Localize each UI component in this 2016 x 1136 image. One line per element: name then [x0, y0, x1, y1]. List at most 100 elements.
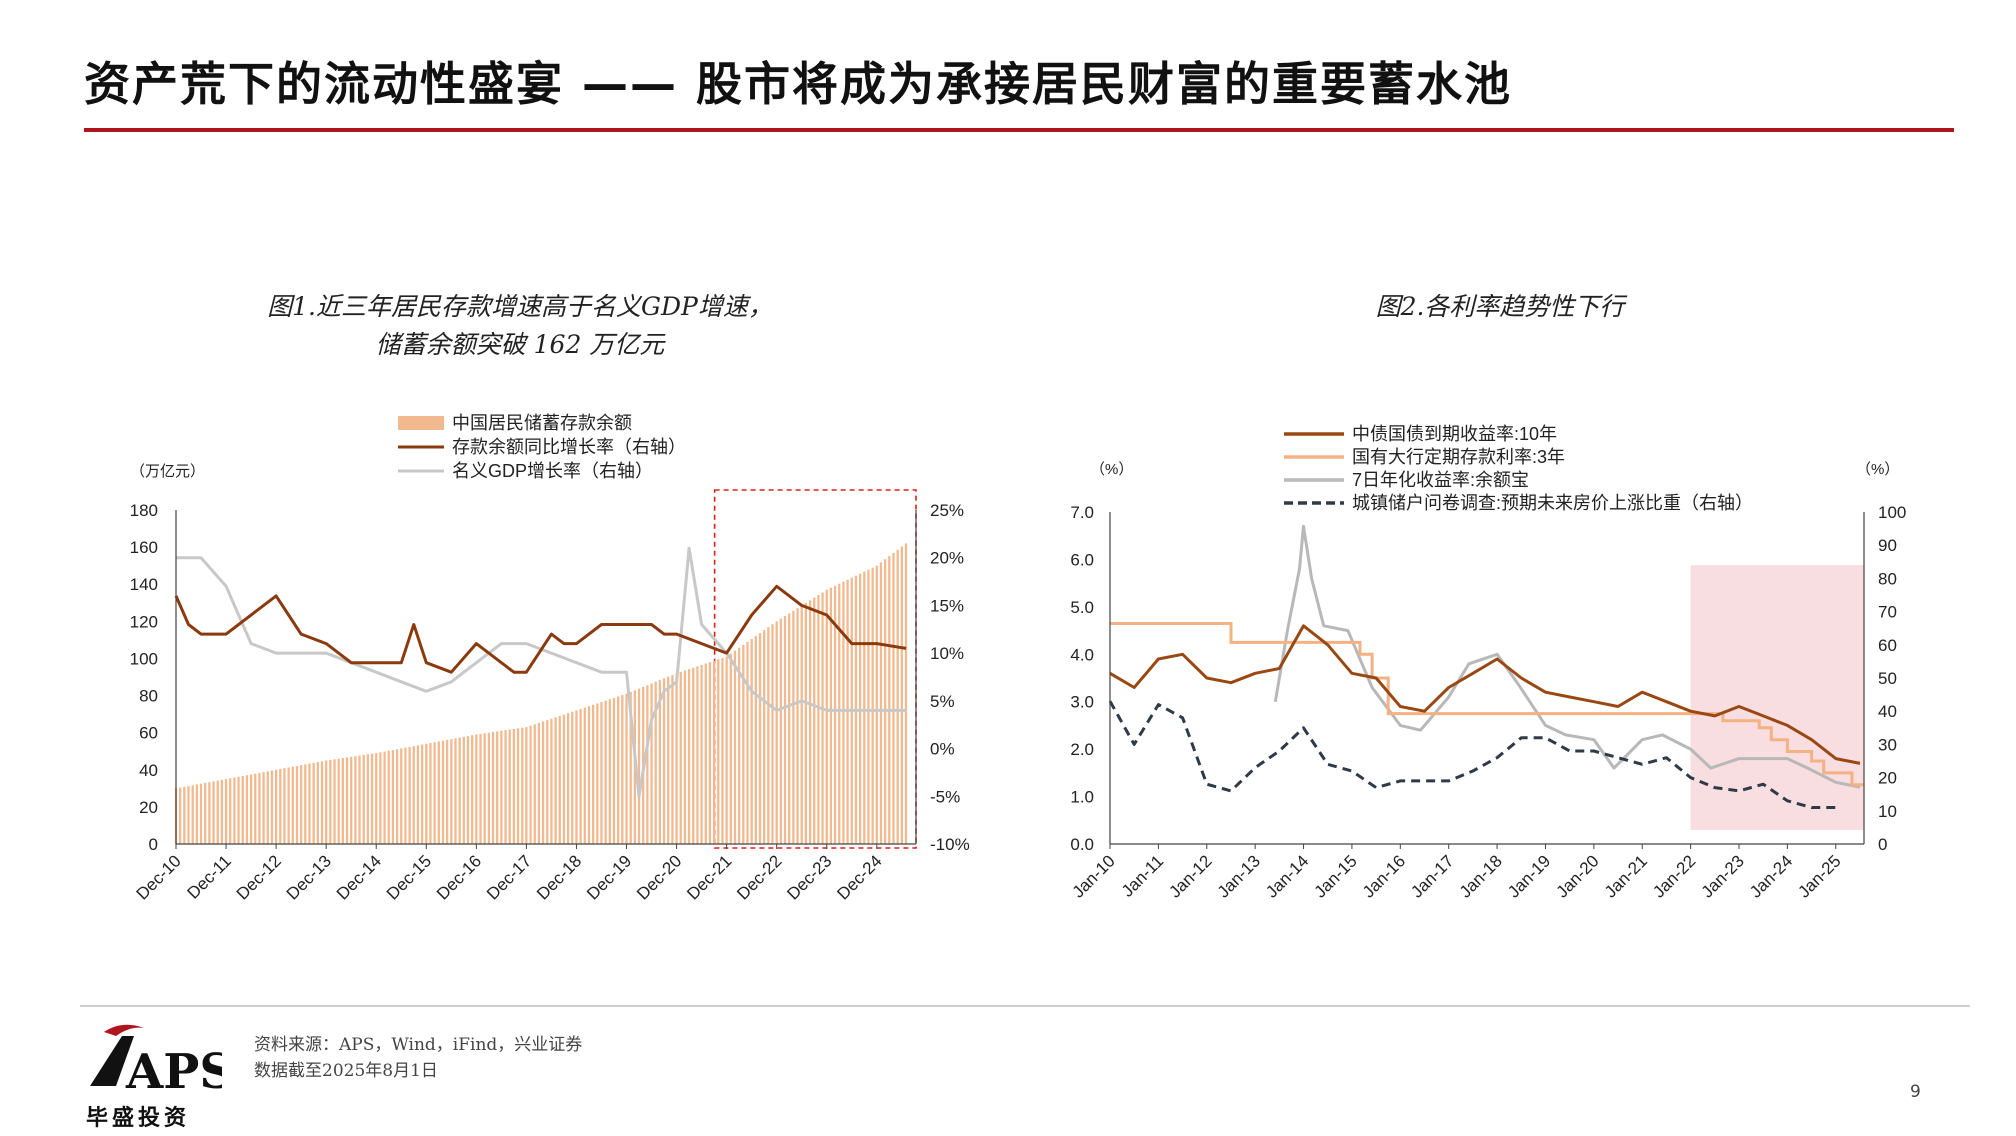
chart1-bar [558, 715, 561, 844]
chart1-bar [767, 627, 770, 844]
chart1-bar [204, 782, 207, 844]
chart1-x-tick-label: Dec-22 [733, 851, 785, 903]
chart1-bar [425, 743, 428, 844]
chart1-bar [212, 781, 215, 844]
chart1-x-tick-label: Dec-10 [133, 851, 185, 903]
chart1-bar [692, 667, 695, 844]
chart2-title: 图2.各利率趋势性下行 [1375, 292, 1625, 321]
chart1-right-tick-label: 15% [930, 596, 964, 615]
chart1-bar [358, 755, 361, 844]
chart1-bar [687, 669, 691, 844]
chart1-bar [329, 759, 332, 844]
chart2-x-tick-label: Jan-13 [1214, 851, 1264, 901]
chart1-x-tick-label: Dec-17 [483, 851, 535, 903]
chart1-bar [733, 650, 737, 844]
chart1-bar [679, 671, 682, 844]
chart1-bar [266, 771, 269, 844]
chart1-bar [258, 772, 261, 844]
source-line-1: 资料来源：APS，Wind，iFind，兴业证券 [254, 1035, 583, 1055]
chart1-bar [391, 749, 395, 844]
chart1-bar [483, 733, 486, 844]
chart1-deposit-growth-line [174, 584, 907, 674]
chart1-bar [462, 736, 465, 844]
chart1-bar [458, 737, 461, 844]
chart2-right-tick-label: 90 [1878, 536, 1897, 555]
chart1-bar [833, 585, 837, 844]
chart1-bar [683, 670, 687, 844]
chart1-bar [496, 731, 499, 844]
chart2-right-tick-label: 50 [1878, 669, 1897, 688]
chart1-bar [295, 765, 299, 844]
chart1-bar [662, 678, 666, 844]
chart1-left-tick-label: 80 [139, 687, 158, 706]
chart1-bar [529, 725, 532, 844]
chart1-right-tick-label: 20% [930, 549, 964, 568]
chart2-legend-label: 国有大行定期存款利率:3年 [1352, 447, 1565, 467]
chart2-x-tick-label: Jan-11 [1118, 851, 1167, 900]
chart1-bar [500, 730, 503, 844]
chart1-bar [325, 760, 328, 844]
chart1-x-tick-label: Dec-16 [433, 851, 485, 903]
chart1-bar [183, 786, 186, 844]
chart1-bar [237, 776, 240, 844]
chart2-yuebao-line [1273, 524, 1861, 789]
chart1-right-tick-label: 0% [930, 740, 955, 759]
chart2-right-tick-label: 10 [1878, 802, 1897, 821]
chart1-bar [592, 704, 595, 844]
chart1-bar [746, 641, 749, 844]
chart1-bar [667, 676, 670, 844]
chart1-left-tick-label: 120 [130, 612, 158, 631]
chart1-bar [375, 753, 378, 844]
chart2-x-tick-label: Jan-12 [1165, 851, 1215, 901]
chart1-bar [287, 767, 290, 844]
chart1-bar [516, 728, 520, 844]
chart1-bar [604, 700, 607, 844]
chart1-left-tick-label: 100 [130, 649, 158, 668]
chart2-highlight-region [1690, 565, 1864, 830]
chart1-bar [366, 754, 370, 844]
chart1-bar [300, 765, 303, 844]
chart1-legend-label: 存款余额同比增长率（右轴） [452, 437, 686, 457]
chart1-bar [341, 758, 344, 844]
chart1-bar [270, 770, 274, 844]
chart1-bar [579, 709, 582, 844]
chart1-bar [842, 581, 845, 844]
chart1-bar [350, 756, 353, 844]
chart1-bar [249, 774, 253, 844]
chart2-deposit-rate-line [1110, 622, 1864, 787]
chart2-right-tick-label: 40 [1878, 702, 1897, 721]
page-number: 9 [1910, 1082, 1921, 1102]
chart1-bar [550, 718, 553, 844]
chart1-x-tick-label: Dec-20 [633, 851, 685, 903]
chart2-bond-yield-line [1109, 624, 1861, 765]
chart1-bar [758, 633, 762, 844]
chart1-legend-swatch-bar [398, 416, 444, 430]
chart1-bar [521, 727, 524, 844]
chart1-bar [446, 739, 449, 844]
chart2-right-tick-label: 30 [1878, 735, 1897, 754]
chart1-bar [450, 739, 453, 844]
chart1-x-tick-label: Dec-24 [833, 851, 885, 903]
chart1-bar [199, 783, 203, 844]
charts-canvas: 020406080100120140160180-10%-5%0%5%10%15… [130, 413, 1907, 904]
chart1-bar [821, 592, 824, 844]
chart1-bar [813, 597, 816, 844]
chart1-bar [587, 706, 591, 844]
chart1-bar [900, 546, 903, 844]
chart1-bar [208, 782, 211, 844]
chart1-x-tick-label: Dec-23 [783, 851, 835, 903]
chart1-bar [404, 747, 407, 844]
chart1-bar [600, 702, 603, 844]
chart1-bar [279, 769, 282, 844]
chart1-right-tick-label: -10% [930, 835, 970, 854]
chart1-bar [646, 685, 649, 844]
chart1-bar [738, 647, 741, 844]
chart2-left-tick-label: 4.0 [1070, 645, 1094, 664]
footer-divider [80, 1005, 1970, 1007]
chart1-left-tick-label: 20 [139, 798, 158, 817]
chart1-bar [783, 616, 787, 844]
chart1-bar [370, 753, 374, 844]
chart1-bar [879, 562, 883, 844]
chart2-left-tick-label: 5.0 [1070, 598, 1094, 617]
chart2-right-tick-label: 0 [1878, 835, 1887, 854]
